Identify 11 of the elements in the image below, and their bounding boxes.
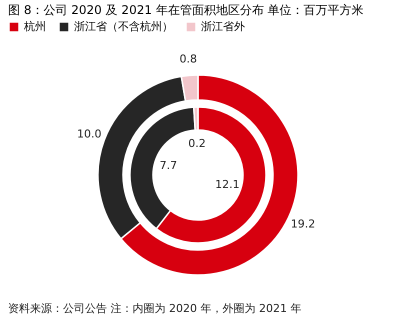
legend-label: 浙江省（不含杭州） — [74, 20, 173, 33]
text: 资料来源：公司公告 注：内圈为 2020 年，外圈为 2021 年 — [8, 302, 302, 315]
data-label: 0.2 — [188, 137, 206, 150]
legend-label: 浙江省外 — [201, 20, 245, 33]
data-label: 10.0 — [77, 128, 102, 141]
data-label: 19.2 — [290, 217, 316, 230]
chart-title: 图 8：公司 2020 及 2021 年在管面积地区分布 单位：百万平方米 — [8, 3, 364, 17]
data-label: 12.1 — [215, 178, 240, 192]
legend-label: 杭州 — [23, 20, 46, 33]
data-label: 7.7 — [160, 158, 178, 172]
data-label: 0.8 — [180, 52, 198, 66]
